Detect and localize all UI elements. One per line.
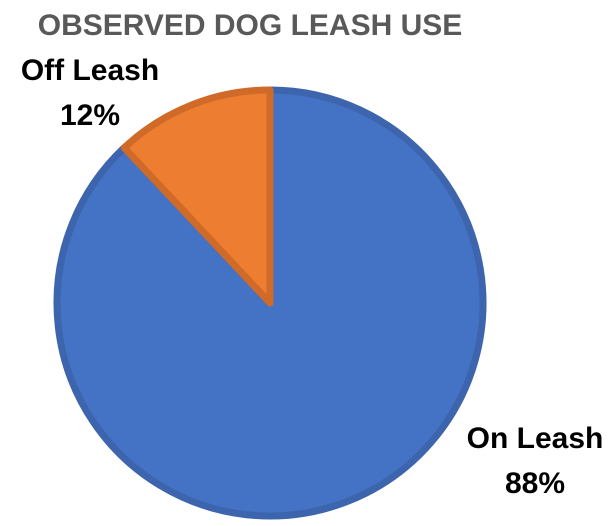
- chart-title: OBSERVED DOG LEASH USE: [38, 9, 463, 42]
- slice-value-label-on-leash: 88%: [505, 467, 565, 500]
- slice-value-label-off-leash: 12%: [60, 99, 120, 132]
- slice-labels: On Leash 88% Off Leash 12%: [21, 54, 604, 500]
- slice-category-label-off-leash: Off Leash: [21, 54, 159, 87]
- pie-slices: [53, 86, 487, 520]
- slice-category-label-on-leash: On Leash: [467, 422, 604, 455]
- pie-slice-off-leash: [120, 86, 274, 307]
